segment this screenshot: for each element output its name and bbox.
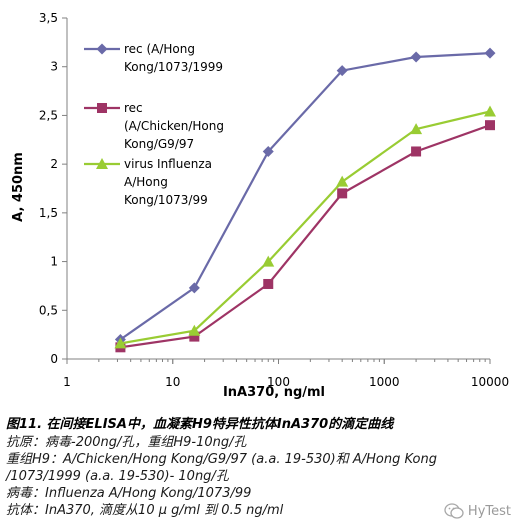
data-point <box>189 331 200 342</box>
legend-label: rec (A/Hong <box>124 42 195 56</box>
series-2 <box>115 120 495 353</box>
legend-label: Kong/1073/1999 <box>124 60 223 74</box>
series-line <box>119 52 491 341</box>
y-tick-label: 0,5 <box>39 303 58 317</box>
x-axis-label: InA370, ng/ml <box>223 385 325 400</box>
data-point <box>484 105 496 117</box>
legend-label: Kong/G9/97 <box>124 137 194 151</box>
series-layer <box>114 47 496 353</box>
watermark-text: HyTest <box>467 503 511 519</box>
y-axis: 0 0,5 1 1,5 2 2,5 3 3,5 <box>39 11 68 366</box>
caption-line-recombinant-cont: /1073/1999 (a.a. 19-530)- 10ng/孔 <box>6 469 229 484</box>
data-point <box>263 278 274 289</box>
data-point <box>96 43 108 55</box>
data-point <box>96 158 108 169</box>
data-point <box>188 282 200 294</box>
wechat-icon <box>444 503 464 519</box>
titration-chart: 0 0,5 1 1,5 2 2,5 3 3,5 1 10 100 1000 10000 rec (A/… <box>11 11 509 400</box>
x-tick-label: 1 <box>63 375 71 389</box>
data-point <box>410 123 423 135</box>
y-tick-label: 1 <box>50 255 58 269</box>
series-1 <box>114 47 496 346</box>
data-point <box>484 47 496 59</box>
y-tick-label: 2 <box>50 157 58 171</box>
data-point <box>336 175 349 187</box>
y-tick-label: 2,5 <box>39 108 58 122</box>
x-axis: 1 10 100 1000 10000 <box>63 358 509 389</box>
y-tick-label: 0 <box>50 352 58 366</box>
legend-entry-1: rec (A/Hong Kong/1073/1999 <box>84 42 223 74</box>
legend-label: rec <box>124 101 143 115</box>
caption-line-virus: 病毒：Influenza A/Hong Kong/1073/99 <box>6 486 252 501</box>
data-point <box>337 188 348 199</box>
series-line <box>120 110 491 345</box>
watermark: HyTest <box>444 503 511 519</box>
series-3 <box>114 105 496 349</box>
data-point <box>485 120 495 131</box>
data-point <box>188 324 201 336</box>
data-point <box>97 103 107 113</box>
x-tick-label: 100 <box>267 375 290 389</box>
x-tick-label: 1000 <box>369 375 400 389</box>
data-point <box>411 146 422 157</box>
x-tick-label: 10000 <box>471 375 509 389</box>
x-tick-label: 10 <box>165 375 180 389</box>
legend-label: Kong/1073/99 <box>124 193 208 207</box>
y-tick-label: 1,5 <box>39 206 58 220</box>
data-point <box>114 337 127 349</box>
caption-line-antibody: 抗体：InA370, 滴度从10 μ g/ml 到 0.5 ng/ml <box>6 503 284 518</box>
data-point <box>336 65 348 77</box>
legend-label: A/Hong <box>124 175 168 189</box>
legend-entry-2: rec (A/Chicken/Hong Kong/G9/97 <box>84 101 224 151</box>
y-axis-label: A, 450nm <box>11 152 26 222</box>
series-line <box>120 124 491 349</box>
caption-line-antigen: 抗原：病毒-200ng/孔，重组H9-10ng/孔 <box>6 435 247 450</box>
data-point <box>410 51 422 63</box>
legend-label: (A/Chicken/Hong <box>124 119 224 133</box>
legend-label: virus Influenza <box>124 157 212 171</box>
data-point <box>262 255 275 267</box>
legend-entry-3: virus Influenza A/Hong Kong/1073/99 <box>84 157 212 207</box>
legend: rec (A/Hong Kong/1073/1999 rec (A/Chicken/H… <box>84 42 224 207</box>
caption-line-recombinant: 重组H9：A/Chicken/Hong Kong/G9/97 (a.a. 19-… <box>6 452 437 467</box>
y-tick-label: 3,5 <box>39 11 58 25</box>
y-tick-label: 3 <box>50 60 58 74</box>
data-point <box>262 145 274 157</box>
caption-title: 图11. 在间接ELISA中，血凝素H9特异性抗体InA370的滴定曲线 <box>6 417 394 432</box>
